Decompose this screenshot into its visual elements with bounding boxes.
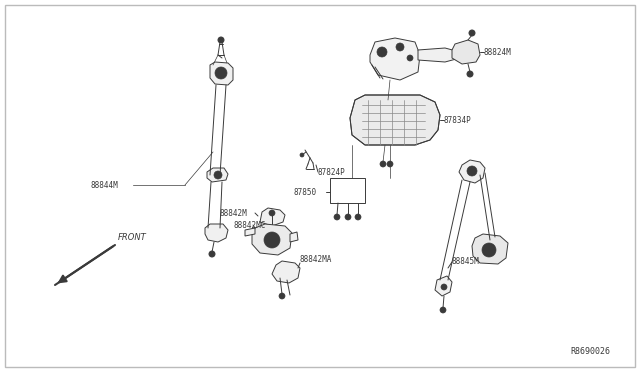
Circle shape [334, 214, 340, 220]
Polygon shape [370, 38, 420, 80]
Circle shape [467, 166, 477, 176]
Polygon shape [418, 48, 460, 62]
Circle shape [219, 71, 223, 75]
Text: 87850: 87850 [294, 187, 317, 196]
Text: 87834P: 87834P [444, 115, 472, 125]
Circle shape [269, 210, 275, 216]
Text: 88844M: 88844M [90, 180, 118, 189]
Circle shape [264, 232, 280, 248]
Polygon shape [210, 62, 233, 85]
Text: 88842MC: 88842MC [233, 221, 266, 230]
Circle shape [467, 71, 473, 77]
Polygon shape [207, 168, 228, 182]
Text: R8690026: R8690026 [570, 347, 610, 356]
Polygon shape [459, 160, 485, 183]
Circle shape [380, 161, 386, 167]
Text: 87824P: 87824P [318, 167, 346, 176]
Circle shape [209, 251, 215, 257]
Polygon shape [350, 95, 440, 145]
Text: FRONT: FRONT [118, 233, 147, 242]
Circle shape [482, 243, 496, 257]
Polygon shape [260, 208, 285, 226]
Circle shape [396, 43, 404, 51]
Circle shape [214, 171, 222, 179]
Circle shape [345, 214, 351, 220]
Circle shape [279, 293, 285, 299]
Circle shape [218, 37, 224, 43]
Circle shape [440, 307, 446, 313]
Bar [330, 178, 365, 203]
Text: 88824M: 88824M [484, 48, 512, 57]
Polygon shape [252, 224, 292, 255]
Polygon shape [205, 224, 228, 242]
Polygon shape [435, 276, 452, 296]
Polygon shape [290, 232, 298, 242]
Circle shape [387, 161, 393, 167]
Circle shape [215, 67, 227, 79]
Text: 88845M: 88845M [452, 257, 480, 266]
Circle shape [441, 284, 447, 290]
Polygon shape [272, 261, 300, 283]
Text: 88842M: 88842M [220, 208, 248, 218]
Circle shape [407, 55, 413, 61]
Circle shape [300, 153, 304, 157]
Polygon shape [452, 40, 480, 64]
Polygon shape [472, 234, 508, 264]
Text: 88842MA: 88842MA [300, 256, 332, 264]
Circle shape [355, 214, 361, 220]
Circle shape [486, 247, 492, 253]
Circle shape [469, 30, 475, 36]
Circle shape [377, 47, 387, 57]
Polygon shape [245, 228, 255, 236]
